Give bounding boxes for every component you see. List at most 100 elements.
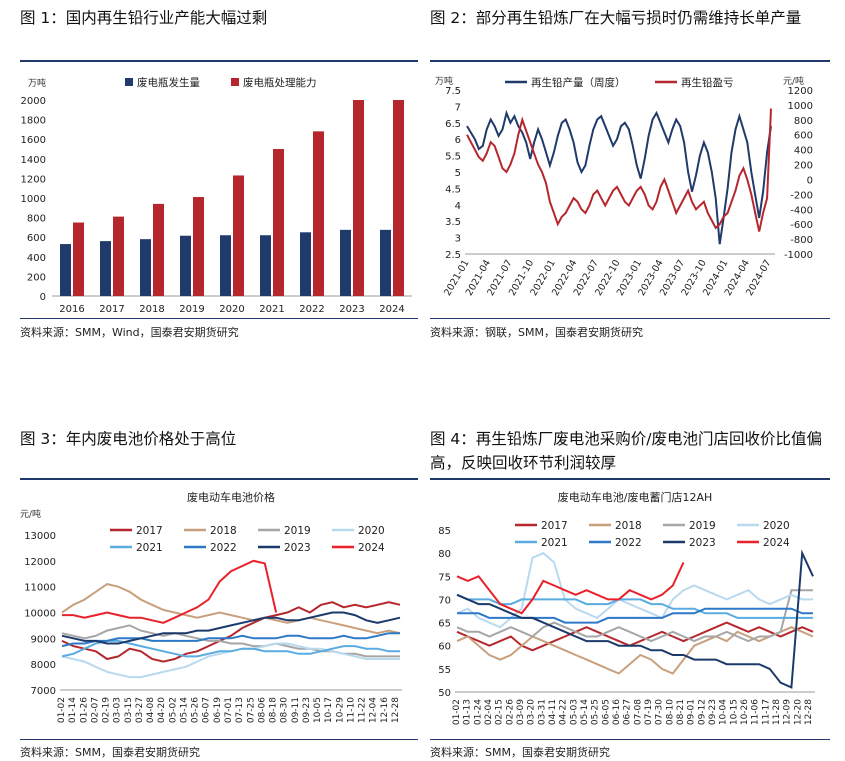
x-tick-label: 09-11 <box>291 697 301 723</box>
x-tick-label: 07-13 <box>235 697 245 723</box>
right-tick-label: 600 <box>794 131 813 142</box>
x-tick-label: 2021 <box>259 304 284 315</box>
x-tick-label: 10-04 <box>719 699 729 725</box>
series-2024-line <box>456 561 685 615</box>
x-tick-label: 01-02 <box>57 697 67 723</box>
right-tick-label: -600 <box>790 220 813 231</box>
x-tick-label: 10-17 <box>324 697 334 723</box>
x-tick-label: 04-20 <box>157 697 167 723</box>
x-tick-label: 01-13 <box>463 699 473 725</box>
x-tick-label: 01-02 <box>452 699 462 725</box>
legend-label: 2022 <box>210 542 237 554</box>
x-tick-label: 05-26 <box>191 697 201 723</box>
y-tick-label: 1000 <box>21 194 46 205</box>
y-tick-label: 1600 <box>21 135 46 146</box>
y-tick-label: 8000 <box>31 660 56 671</box>
x-tick-label: 03-15 <box>124 697 134 723</box>
x-tick-label: 07-08 <box>633 699 643 725</box>
x-tick-label: 2020 <box>219 304 244 315</box>
left-tick-label: 3 <box>455 234 461 245</box>
legend-label: 再生铅产量（周度） <box>531 76 626 89</box>
x-tick-label: 07-25 <box>246 697 256 723</box>
x-tick-label: 2017 <box>99 304 124 315</box>
y-tick-label: 400 <box>27 253 46 264</box>
x-tick-label: 05-14 <box>179 697 189 723</box>
y-tick-label: 80 <box>438 549 451 560</box>
x-tick-label: 05-03 <box>569 699 579 725</box>
x-tick-label: 10-29 <box>335 697 345 723</box>
legend-label: 2024 <box>763 537 790 549</box>
y-tick-label: 50 <box>438 688 451 699</box>
y-tick-label: 1400 <box>21 155 46 166</box>
right-tick-label: 200 <box>794 161 813 172</box>
x-tick-label: 10-05 <box>313 697 323 723</box>
figure-4-source-rule <box>430 739 830 740</box>
x-tick-label: 11-10 <box>346 697 356 723</box>
series-output-line <box>466 109 772 245</box>
y-tick-label: 55 <box>438 665 451 676</box>
right-tick-label: -800 <box>790 235 813 246</box>
figure-3-source: 资料来源：SMM，国泰君安期货研究 <box>20 746 200 759</box>
y-axis-unit: 元/吨 <box>20 508 41 520</box>
x-tick-label: 09-01 <box>687 699 697 725</box>
x-tick-label: 12-28 <box>391 697 401 723</box>
right-tick-label: 1200 <box>788 86 813 97</box>
legend-label: 2024 <box>358 542 385 554</box>
figure-1-title: 图 1：国内再生铅行业产能大幅过剩 <box>20 9 268 27</box>
y-tick-label: 800 <box>27 214 46 225</box>
y-tick-label: 11000 <box>24 583 56 594</box>
legend-label: 2021 <box>136 542 163 554</box>
x-tick-label: 2019 <box>179 304 204 315</box>
x-tick-label: 01-26 <box>79 697 89 723</box>
series-2017-line <box>61 601 401 663</box>
x-tick-label: 2024 <box>379 304 404 315</box>
y-tick-label: 2000 <box>21 96 46 107</box>
x-tick-label: 02-26 <box>505 699 515 725</box>
left-tick-label: 5 <box>455 168 461 179</box>
series-profit-line <box>466 108 772 232</box>
x-tick-label: 04-11 <box>548 699 558 725</box>
bar-scrap-battery-generation <box>60 244 71 296</box>
series-2019-line <box>456 589 813 643</box>
left-tick-label: 6 <box>455 135 461 146</box>
series-2020-line <box>61 642 400 679</box>
y-tick-label: 70 <box>438 595 451 606</box>
y-tick-label: 13000 <box>24 531 56 542</box>
x-tick-label: 12-04 <box>369 697 379 723</box>
x-tick-label: 09-12 <box>697 699 707 725</box>
bar-scrap-battery-generation <box>260 235 271 296</box>
figure-3-source-rule <box>20 739 418 740</box>
legend-label: 2017 <box>136 525 163 537</box>
bar-scrap-battery-capacity <box>233 175 244 296</box>
y-tick-label: 60 <box>438 642 451 653</box>
figure-1-source: 资料来源：SMM，Wind，国泰君安期货研究 <box>20 326 239 339</box>
figure-2-title-rule <box>430 60 830 62</box>
y-tick-label: 65 <box>438 619 451 630</box>
x-tick-label: 06-05 <box>601 699 611 725</box>
x-tick-label: 03-20 <box>527 699 537 725</box>
x-tick-label: 09-23 <box>302 697 312 723</box>
x-tick-label: 03-09 <box>516 699 526 725</box>
bar-scrap-battery-generation <box>340 229 351 296</box>
x-tick-label: 11-17 <box>761 699 771 725</box>
x-tick-label: 01-14 <box>68 697 78 723</box>
x-tick-label: 08-10 <box>665 699 675 725</box>
series-2023-line <box>456 549 814 689</box>
x-tick-label: 02-07 <box>90 697 100 723</box>
x-tick-label: 02-04 <box>484 699 494 725</box>
x-tick-label: 2023 <box>339 304 364 315</box>
x-tick-label: 12-16 <box>380 697 390 723</box>
legend-label: 2020 <box>358 525 385 537</box>
x-tick-label: 12-20 <box>793 699 803 725</box>
series-2021-line <box>456 593 813 619</box>
y-tick-label: 12000 <box>24 557 56 568</box>
x-tick-label: 06-07 <box>202 697 212 723</box>
y-tick-label: 1800 <box>21 116 46 127</box>
legend-label: 2022 <box>615 537 642 549</box>
y-tick-label: 10000 <box>24 609 56 620</box>
legend-swatch <box>125 78 133 86</box>
legend-label: 2023 <box>689 537 716 549</box>
figure-3-title: 图 3：年内废电池价格处于高位 <box>20 430 237 448</box>
series-2023-line <box>61 611 401 645</box>
x-tick-label: 03-03 <box>113 697 123 723</box>
